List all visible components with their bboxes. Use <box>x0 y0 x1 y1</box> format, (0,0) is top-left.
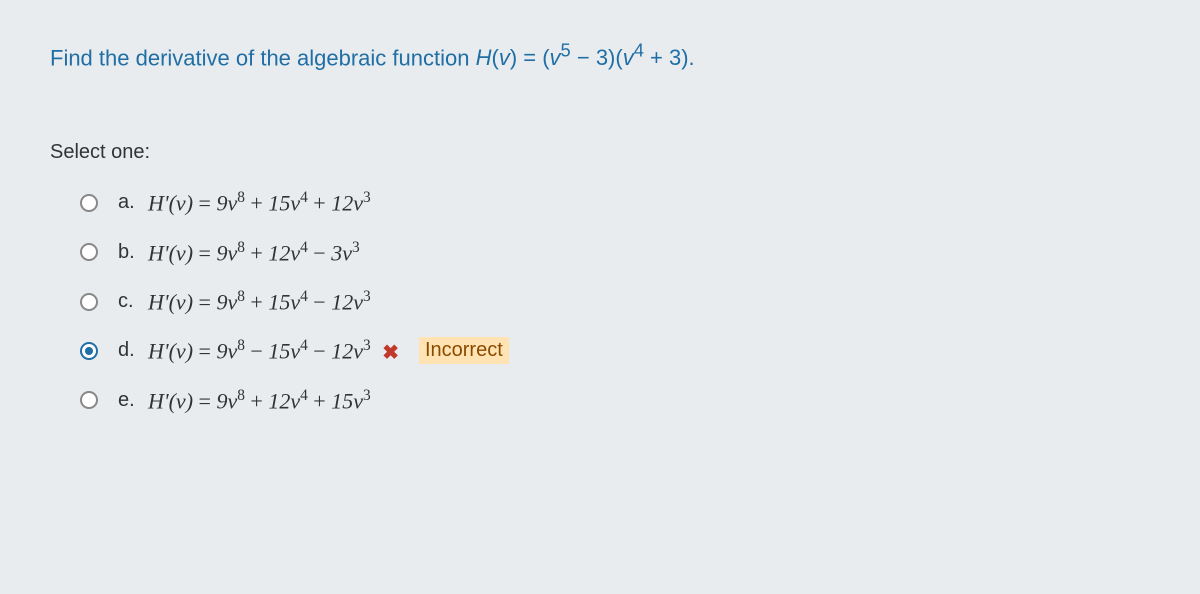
letter-b: b. <box>118 241 148 264</box>
feedback-incorrect: Incorrect <box>419 337 509 364</box>
option-e[interactable]: e. H'(v) = 9v8 + 12v4 + 15v3 <box>80 387 1150 414</box>
prompt-function: H(v) = (v5 − 3)(v4 + 3). <box>476 45 695 70</box>
letter-d: d. <box>118 339 148 362</box>
radio-e[interactable] <box>80 391 98 409</box>
eq-a: H'(v) = 9v8 + 15v4 + 12v3 <box>148 189 371 216</box>
option-d[interactable]: d. H'(v) = 9v8 − 15v4 − 12v3 ✖ Incorrect <box>80 337 1150 364</box>
letter-e: e. <box>118 389 148 412</box>
radio-d[interactable] <box>80 342 98 360</box>
option-b[interactable]: b. H'(v) = 9v8 + 12v4 − 3v3 <box>80 239 1150 266</box>
prompt-text: Find the derivative of the algebraic fun… <box>50 45 476 70</box>
radio-a[interactable] <box>80 194 98 212</box>
radio-b[interactable] <box>80 243 98 261</box>
question-prompt: Find the derivative of the algebraic fun… <box>50 40 1150 71</box>
select-one-label: Select one: <box>50 141 1150 164</box>
radio-c[interactable] <box>80 293 98 311</box>
eq-b: H'(v) = 9v8 + 12v4 − 3v3 <box>148 239 360 266</box>
eq-c: H'(v) = 9v8 + 15v4 − 12v3 <box>148 288 371 315</box>
option-a[interactable]: a. H'(v) = 9v8 + 15v4 + 12v3 <box>80 189 1150 216</box>
letter-a: a. <box>118 191 148 214</box>
option-c[interactable]: c. H'(v) = 9v8 + 15v4 − 12v3 <box>80 288 1150 315</box>
cross-icon: ✖ <box>382 342 399 364</box>
letter-c: c. <box>118 290 148 313</box>
eq-e: H'(v) = 9v8 + 12v4 + 15v3 <box>148 387 371 414</box>
eq-d: H'(v) = 9v8 − 15v4 − 12v3 ✖ <box>148 337 399 364</box>
options-list: a. H'(v) = 9v8 + 15v4 + 12v3 b. H'(v) = … <box>80 189 1150 414</box>
